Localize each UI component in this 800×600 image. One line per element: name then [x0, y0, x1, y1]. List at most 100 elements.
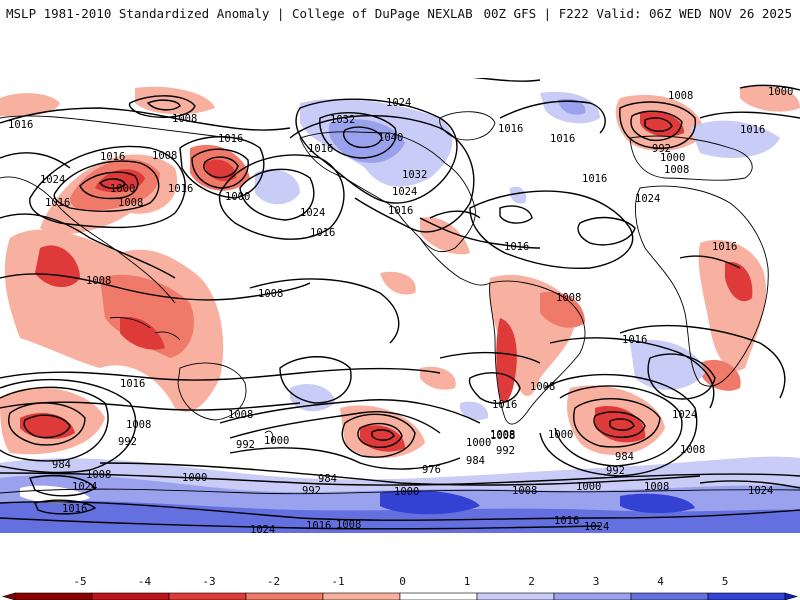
- isobar-992-spac-c-low: [341, 413, 416, 458]
- coast-africa: [635, 185, 769, 387]
- isobar-label: 984: [318, 473, 337, 485]
- isobar-1000-spac-c: [229, 411, 441, 439]
- isobar-1016-europe: [699, 111, 800, 119]
- isobar-1024-antarctic-e: [699, 480, 800, 489]
- isobar-1008-southern: [0, 472, 800, 486]
- pos-anomaly-canada-core: [328, 119, 405, 163]
- colorbar-tick-label: 5: [722, 575, 729, 588]
- isobar-1016-indian: [549, 337, 715, 409]
- isobar-984-spac-w-low: [23, 414, 71, 439]
- isobar-label: 1016: [45, 197, 70, 209]
- isobar-label: 1000: [394, 486, 419, 498]
- isobar-1024-antarctic: [0, 517, 601, 530]
- isobar-label: 1008: [152, 150, 177, 162]
- isobar-984-spac-c-low: [357, 422, 403, 448]
- isobar-1000-spac-w: [0, 386, 109, 462]
- isobar-label: 1008: [86, 275, 111, 287]
- isobar-992-spac-c: [229, 447, 461, 470]
- isobar-1024-npac-high: [239, 168, 315, 221]
- isobar-1016-usa: [289, 115, 475, 233]
- colorbar-segment: [553, 592, 632, 600]
- isobar-1016-atl-n: [499, 100, 606, 134]
- colorbar-max-arrow: [784, 592, 799, 600]
- isobar-label: 1016: [100, 151, 125, 163]
- isobar-label: 1016: [306, 520, 331, 532]
- neg-anomaly-nw-pac: [0, 93, 60, 117]
- isobar-label: 1000: [264, 435, 289, 447]
- neg-anomaly-arctic: [740, 86, 800, 112]
- isobar-label: 1016: [308, 143, 333, 155]
- isobar-1016-antarctic: [0, 501, 800, 521]
- isobar-1016-s-atl: [468, 372, 521, 404]
- isobar-1024-atl-high: [577, 216, 636, 246]
- isobar-labels: 1024 1016 1008 1016 1008 1024 1016 1000 …: [8, 86, 793, 533]
- isobars: [0, 78, 800, 530]
- isobar-label: 1016: [550, 133, 575, 145]
- isobar-1016-s-pac: [0, 367, 441, 381]
- isobar-label: 992: [606, 465, 625, 477]
- neg-anomaly-maritime: [120, 317, 165, 350]
- colorbar-tick-label: 0: [399, 575, 406, 588]
- isobar-label: 1000: [768, 86, 793, 98]
- colorbar-segment: [707, 592, 786, 600]
- isobar-label: 1008: [118, 197, 143, 209]
- isobar-label: 976: [422, 464, 441, 476]
- isobar-976-spac-c-low: [371, 429, 395, 441]
- isobar-label: 1000: [110, 183, 135, 195]
- isobar-label: 1016: [622, 334, 647, 346]
- isobar-1008-s-atl: [439, 351, 541, 364]
- isobar-label: 992: [302, 485, 321, 497]
- neg-anomaly-caribbean: [380, 271, 416, 295]
- isobar-1024-antarctic-w: [29, 475, 97, 497]
- isobar-984-s-ind-low: [593, 411, 646, 438]
- isobar-label: 1016: [554, 515, 579, 527]
- isobar-label: 1008: [336, 519, 361, 531]
- isobar-1016-usa-s: [419, 217, 541, 249]
- isobar-1000-nw-low: [146, 99, 181, 111]
- colorbar-tick-label: 4: [657, 575, 664, 588]
- isobar-label: 984: [52, 459, 71, 471]
- isobar-label: 1000: [466, 437, 491, 449]
- isobar-1000-bering: [79, 171, 139, 200]
- isobar-1016-asia-w: [0, 152, 71, 169]
- neg-anomaly-spac-small: [420, 366, 456, 390]
- isobar-label: 1024: [40, 174, 65, 186]
- colorbar-tick-label: 2: [528, 575, 535, 588]
- isobar-label: 1024: [584, 521, 609, 533]
- isobar-label: 1016: [310, 227, 335, 239]
- isobar-992-spac-w-low: [8, 402, 86, 446]
- isobar-1000-southern: [99, 462, 701, 486]
- isobar-1008-spac-c: [219, 399, 481, 424]
- isobar-1024-canada: [295, 98, 458, 204]
- colorbar-segment: [399, 592, 478, 600]
- isobar-label: 1016: [218, 133, 243, 145]
- isobar-label: 1008: [172, 113, 197, 125]
- isobar-label: 1008: [490, 429, 515, 441]
- colorbar-tick-label: 1: [464, 575, 471, 588]
- isobar-label: 1016: [492, 399, 517, 411]
- isobar-992-s-ind-low: [573, 398, 661, 448]
- isobar-1000-s-ind: [554, 385, 683, 467]
- isobar-label: 1016: [8, 119, 33, 131]
- map-title: MSLP 1981-2010 Standardized Anomaly | Co…: [6, 6, 473, 21]
- isobar-1000-natl-low: [630, 110, 683, 142]
- isobar-label: 1016: [168, 183, 193, 195]
- pos-anomaly-antarctic-deep2: [620, 493, 695, 514]
- colorbar-segment: [322, 592, 401, 600]
- isobar-1040-canada: [342, 126, 383, 149]
- isobar-1016-npac: [218, 154, 345, 240]
- colorbar-segment: [91, 592, 170, 600]
- isobar-label: 1000: [660, 152, 685, 164]
- colorbar-tick-label: -3: [202, 575, 215, 588]
- pos-anomaly-antarctic-white: [20, 485, 90, 504]
- isobar-label: 1016: [504, 241, 529, 253]
- isobar-1008-spac-w: [0, 378, 137, 474]
- pos-anomaly-npac: [255, 169, 300, 205]
- isobar-1016-s-pac-high: [279, 356, 352, 404]
- isobar-label: 1008: [644, 481, 669, 493]
- isobar-label: 1016: [712, 241, 737, 253]
- colorbar-tick-label: 3: [593, 575, 600, 588]
- neg-anomaly-africa-core: [725, 262, 753, 302]
- isobar-1016-mid-atl: [429, 210, 481, 219]
- isobar-1000-goa: [203, 156, 239, 179]
